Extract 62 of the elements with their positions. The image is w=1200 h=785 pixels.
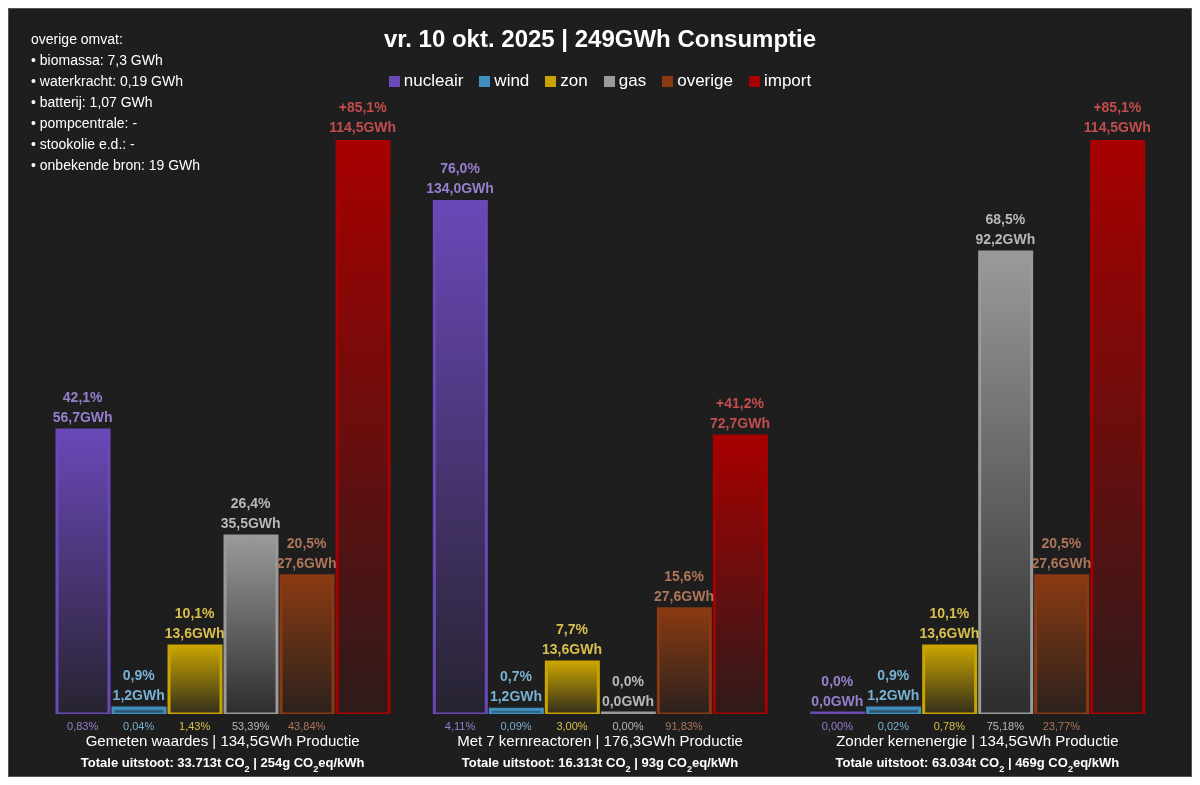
text: • biomassa: 7,3 GWh [31, 51, 164, 70]
data-label: +85,1% 114,5GWh [1083, 99, 1151, 135]
x-tick-label: Gemeten waardes | 134,5GWh Productie Totale uitstoot: 33.713t CO$_{2}$ | 254g CO$_{2}$eq/kWh [80, 732, 365, 774]
legend-label: gas [618, 71, 647, 91]
bar [167, 644, 223, 714]
text: 0,02% [877, 720, 910, 732]
legend-label: zon [560, 71, 588, 91]
data-label: 7,7% 13,6GWh [542, 621, 602, 658]
data-label: 10,1% 13,6GWh [164, 604, 225, 641]
bar [978, 250, 1034, 714]
data-label: 0,0% 0,0GWh [601, 673, 655, 709]
text: 23,77% [1042, 720, 1081, 732]
bar [1034, 574, 1090, 714]
text: 0,09% [500, 720, 532, 732]
text: 0,04% [123, 720, 155, 732]
text: 0,00% [821, 720, 854, 732]
bar [544, 660, 600, 714]
x-tick-label: Zonder kernenergie | 134,5GWh Productie Totale uitstoot: 63.034t CO$_{2}$ | 469g CO$_{2}$eq/kWh [835, 732, 1120, 774]
bar [55, 428, 111, 714]
bar [922, 644, 978, 714]
bar [279, 574, 335, 714]
legend-label: nucleair [403, 71, 464, 91]
text: 0,83% [67, 720, 99, 732]
legend-label: import [763, 71, 812, 91]
text: 3,00% [556, 720, 588, 732]
text: overige omvat: [31, 30, 124, 49]
bar [488, 707, 544, 714]
text: 91,83% [665, 720, 703, 732]
data-label: 76,0% 134,0GWh [426, 160, 494, 197]
data-label: 26,4% 35,5GWh [220, 494, 281, 531]
bar [335, 140, 391, 714]
legend-label: overige [677, 71, 733, 91]
text: 43,84% [288, 720, 326, 732]
text: • pompcentrale: - [31, 114, 139, 133]
text: • batterij: 1,07 GWh [31, 93, 154, 112]
text: 0,78% [933, 720, 966, 732]
bar [656, 607, 712, 714]
data-label: +41,2% 72,7GWh [710, 395, 770, 432]
bar [432, 199, 488, 714]
x-tick-label: Met 7 kernreactoren | 176,3GWh Productie Totale uitstoot: 16.313t CO$_{2}$ | 93g CO$_{2}$eq/kWh [457, 732, 743, 774]
bar [866, 706, 922, 714]
text: 53,39% [232, 720, 270, 732]
annotation: • stookolie e.d.: - [31, 135, 136, 154]
chart-title: vr. 10 okt. 2025 | 249GWh Consumptie [383, 25, 817, 52]
bar [1090, 140, 1146, 714]
bar [712, 434, 768, 714]
annotation: • onbekende bron: 19 GWh [31, 156, 201, 175]
bar [223, 534, 279, 714]
text: • waterkracht: 0,19 GWh [31, 72, 184, 91]
data-label: 0,9% 1,2GWh [112, 666, 165, 703]
bar [111, 706, 167, 714]
text: 0,00% [612, 720, 644, 732]
text: 75,18% [986, 720, 1025, 732]
legend-label: wind [494, 71, 530, 91]
data-label: 0,7% 1,2GWh [489, 668, 543, 705]
data-label: +85,1% 114,5GWh [329, 99, 397, 135]
data-label: 42,1% 56,7GWh [52, 389, 113, 426]
text: 1,43% [179, 720, 211, 732]
data-label: 0,9% 1,2GWh [867, 666, 920, 703]
text: 4,11% [444, 720, 476, 732]
data-label: 0,0% 0,0GWh [811, 673, 864, 709]
data-label: 68,5% 92,2GWh [975, 210, 1036, 247]
